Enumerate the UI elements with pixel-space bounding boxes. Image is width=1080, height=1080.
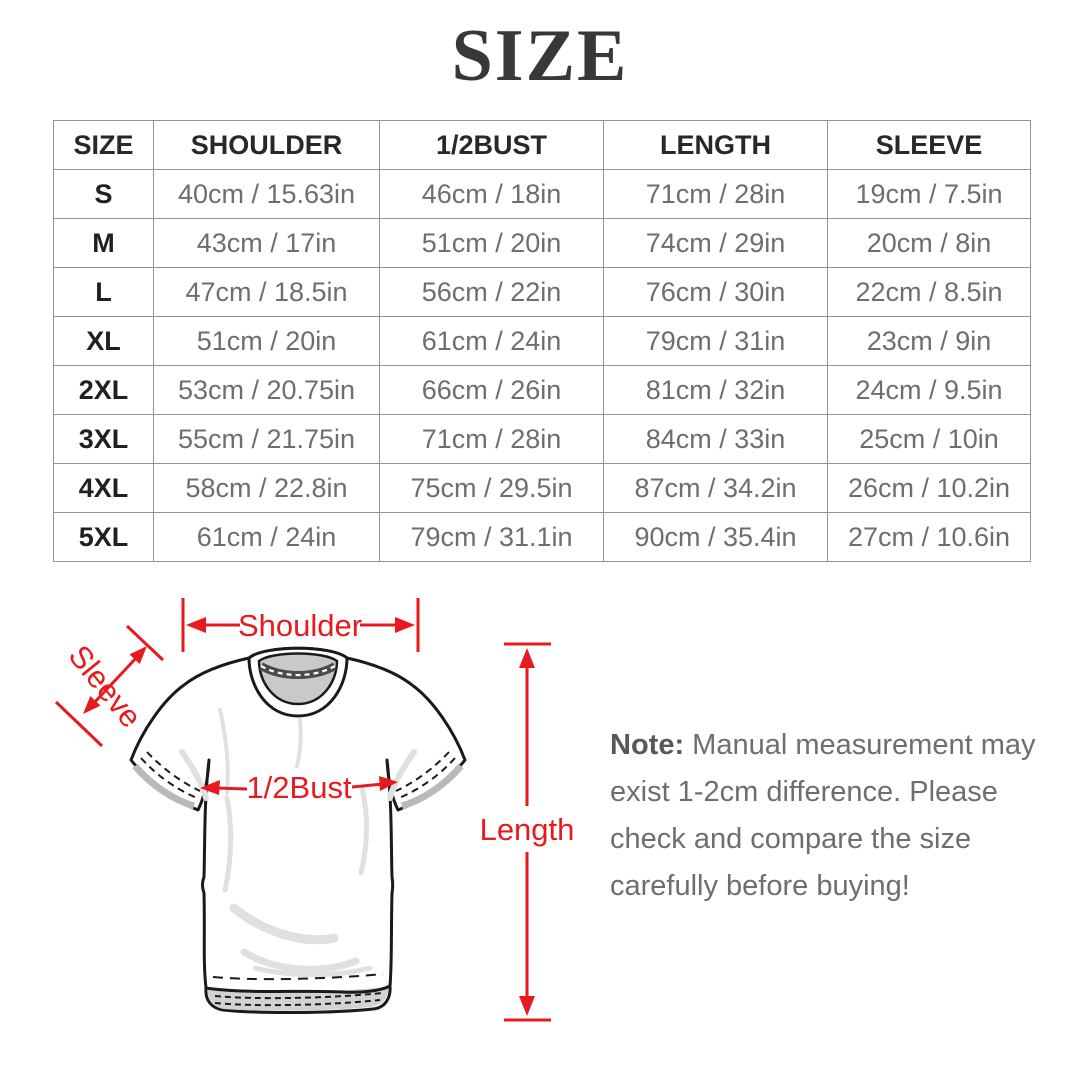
length-cell: 90cm / 35.4in [603,512,828,562]
table-row: S 40cm / 15.63in 46cm / 18in 71cm / 28in… [53,169,1031,219]
sleeve-cell: 23cm / 9in [827,316,1031,366]
bust-cell: 51cm / 20in [379,218,604,268]
size-cell: 5XL [53,512,154,562]
note-text: Manual measurement may exist 1-2cm diffe… [610,729,1036,902]
size-cell: L [53,267,154,317]
col-header-shoulder: SHOULDER [153,120,380,170]
sleeve-cell: 25cm / 10in [827,414,1031,464]
length-cell: 74cm / 29in [603,218,828,268]
length-cell: 79cm / 31in [603,316,828,366]
bust-cell: 56cm / 22in [379,267,604,317]
sleeve-cell: 26cm / 10.2in [827,463,1031,513]
shoulder-cell: 40cm / 15.63in [153,169,380,219]
bust-cell: 46cm / 18in [379,169,604,219]
table-row: M 43cm / 17in 51cm / 20in 74cm / 29in 20… [53,218,1031,268]
table-row: 2XL 53cm / 20.75in 66cm / 26in 81cm / 32… [53,365,1031,415]
table-row: XL 51cm / 20in 61cm / 24in 79cm / 31in 2… [53,316,1031,366]
size-chart-table: SIZE SHOULDER 1/2BUST LENGTH SLEEVE S 40… [53,120,1031,562]
sleeve-cell: 24cm / 9.5in [827,365,1031,415]
shoulder-cell: 47cm / 18.5in [153,267,380,317]
length-dimension-arrow: Length [480,642,575,1022]
size-cell: 4XL [53,463,154,513]
shoulder-cell: 43cm / 17in [153,218,380,268]
length-cell: 76cm / 30in [603,267,828,317]
shoulder-cell: 58cm / 22.8in [153,463,380,513]
shoulder-cell: 51cm / 20in [153,316,380,366]
length-cell: 87cm / 34.2in [603,463,828,513]
shoulder-dimension-arrow: Shoulder [181,598,420,652]
bust-label: 1/2Bust [246,770,352,805]
size-cell: 2XL [53,365,154,415]
table-row: 4XL 58cm / 22.8in 75cm / 29.5in 87cm / 3… [53,463,1031,513]
page-title: SIZE [451,15,629,97]
size-cell: S [53,169,154,219]
bust-cell: 61cm / 24in [379,316,604,366]
shoulder-cell: 53cm / 20.75in [153,365,380,415]
tshirt-measurement-diagram: Shoulder Sleeve 1/2Bust Length [54,598,575,1022]
bust-cell: 75cm / 29.5in [379,463,604,513]
shoulder-cell: 61cm / 24in [153,512,380,562]
length-cell: 84cm / 33in [603,414,828,464]
col-header-size: SIZE [53,120,154,170]
sleeve-cell: 19cm / 7.5in [827,169,1031,219]
table-row: 3XL 55cm / 21.75in 71cm / 28in 84cm / 33… [53,414,1031,464]
sleeve-cell: 27cm / 10.6in [827,512,1031,562]
col-header-sleeve: SLEEVE [827,120,1031,170]
length-cell: 81cm / 32in [603,365,828,415]
size-cell: 3XL [53,414,154,464]
bust-cell: 71cm / 28in [379,414,604,464]
col-header-length: LENGTH [603,120,828,170]
bust-cell: 79cm / 31.1in [379,512,604,562]
length-label: Length [480,812,575,847]
sleeve-cell: 22cm / 8.5in [827,267,1031,317]
note-label: Note: [610,729,685,761]
shoulder-cell: 55cm / 21.75in [153,414,380,464]
table-row: L 47cm / 18.5in 56cm / 22in 76cm / 30in … [53,267,1031,317]
note-block: Note: Manual measurement may exist 1-2cm… [610,722,1042,910]
table-header-row: SIZE SHOULDER 1/2BUST LENGTH SLEEVE [53,120,1031,170]
table-row: 5XL 61cm / 24in 79cm / 31.1in 90cm / 35.… [53,512,1031,562]
tshirt-illustration [129,646,467,1015]
length-cell: 71cm / 28in [603,169,828,219]
size-cell: XL [53,316,154,366]
shoulder-label: Shoulder [238,608,362,643]
bust-dimension-arrow: 1/2Bust [200,770,398,805]
bust-cell: 66cm / 26in [379,365,604,415]
sleeve-cell: 20cm / 8in [827,218,1031,268]
size-cell: M [53,218,154,268]
col-header-bust: 1/2BUST [379,120,604,170]
